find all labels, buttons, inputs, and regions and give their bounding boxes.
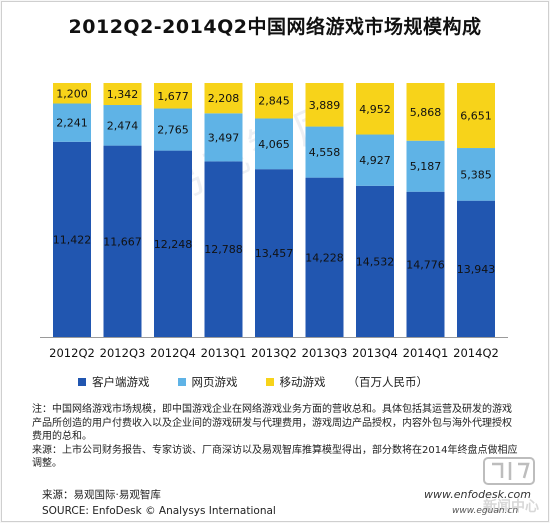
value-label-web-2012Q2: 2,241 (56, 117, 88, 130)
legend-item-client-games: 客户端游戏 (78, 374, 150, 390)
value-label-web-2013Q3: 4,558 (309, 146, 341, 159)
x-tick-label-2014Q2: 2014Q2 (453, 346, 499, 360)
bar-mobile-2014Q2 (457, 83, 495, 149)
bar-mobile-2013Q2 (255, 83, 293, 119)
value-label-client-2014Q1: 14,776 (406, 258, 445, 271)
value-label-web-2013Q1: 3,497 (208, 131, 240, 144)
source-cn: 来源：易观国际·易观智库 (42, 489, 161, 501)
chart-note: 注：中国网络游戏市场规模，即中国游戏企业在网络游戏业务方面的营收总和。具体包括其… (32, 403, 518, 471)
value-label-client-2012Q2: 11,422 (53, 233, 92, 246)
bar-mobile-2012Q3 (103, 83, 142, 106)
x-tick-label-2012Q4: 2012Q4 (150, 346, 196, 360)
legend-swatch-mobile-games (265, 378, 274, 386)
bar-client-2013Q4 (356, 185, 394, 337)
value-label-client-2013Q1: 12,788 (204, 243, 243, 256)
bar-web-2014Q1 (406, 140, 445, 192)
x-tick-label-2013Q4: 2013Q4 (352, 346, 398, 360)
bar-client-2014Q2 (457, 200, 495, 337)
note-source: 来源：上市公司财务报告、专家访谈、厂商深访以及易观智库推算模型得出，部分数将在2… (32, 444, 518, 470)
legend-swatch-client-games (78, 378, 86, 386)
value-label-mobile-2013Q4: 4,952 (359, 103, 391, 116)
value-label-web-2013Q4: 4,927 (359, 154, 391, 167)
value-label-web-2014Q2: 5,385 (460, 168, 492, 181)
bar-mobile-2012Q2 (53, 83, 91, 104)
x-tick-label-2014Q1: 2014Q1 (403, 346, 449, 360)
x-tick-label-2012Q2: 2012Q2 (49, 346, 95, 360)
bar-web-2014Q2 (457, 148, 495, 201)
value-label-client-2012Q4: 12,248 (154, 238, 193, 251)
legend-item-web-games: 网页游戏 (177, 374, 238, 390)
value-label-web-2013Q2: 4,065 (258, 138, 290, 151)
bar-client-2013Q1 (204, 161, 243, 337)
watermark-site-eguan: www.eguan.cn (452, 506, 519, 516)
bar-web-2012Q2 (53, 103, 91, 142)
x-tick-label-2012Q3: 2012Q3 (100, 346, 146, 360)
x-tick-label-2013Q1: 2013Q1 (201, 346, 247, 360)
stacked-bar-chart: 11,422 2,241 1,200 2012Q2 11,667 2,474 1,342 20… (40, 83, 508, 360)
x-tick-label-2013Q3: 2013Q3 (302, 346, 348, 360)
value-label-client-2012Q3: 11,667 (103, 235, 142, 248)
watermark-news-center: 新闻中心 (483, 499, 539, 515)
chart-title: 2012Q2-2014Q2中国网络游戏市场规模构成 (68, 16, 482, 38)
value-label-client-2013Q3: 14,228 (305, 251, 344, 264)
chart-legend: 客户端游戏 网页游戏 移动游戏 （百万人民币） (78, 374, 428, 390)
x-tick-label-2013Q2: 2013Q2 (251, 346, 297, 360)
watermark-logo (483, 457, 535, 485)
legend-item-mobile-games: 移动游戏 (265, 374, 326, 390)
bar-web-2013Q1 (204, 113, 243, 162)
value-label-mobile-2013Q3: 3,889 (309, 99, 341, 112)
bar-client-2012Q3 (103, 145, 142, 337)
value-label-client-2014Q2: 13,943 (457, 263, 496, 276)
value-label-client-2013Q4: 14,532 (356, 255, 395, 268)
value-label-mobile-2013Q2: 2,845 (258, 95, 290, 108)
bar-web-2013Q2 (255, 118, 293, 170)
watermark-site-enfodesk: www.enfodesk.com (424, 488, 531, 501)
value-label-mobile-2012Q3: 1,342 (107, 88, 139, 101)
bar-web-2012Q3 (103, 105, 142, 146)
value-label-mobile-2014Q1: 5,868 (410, 106, 442, 119)
bar-mobile-2014Q1 (406, 83, 445, 141)
legend-label-mobile-games: 移动游戏 (279, 375, 326, 389)
value-label-mobile-2013Q1: 2,208 (208, 92, 240, 105)
bar-mobile-2012Q4 (154, 83, 192, 109)
bar-mobile-2013Q4 (356, 83, 394, 135)
value-label-web-2014Q1: 5,187 (410, 160, 442, 173)
value-label-web-2012Q4: 2,765 (157, 124, 189, 137)
bar-client-2014Q1 (406, 191, 445, 337)
value-label-client-2013Q2: 13,457 (255, 247, 294, 260)
value-label-mobile-2012Q2: 1,200 (56, 87, 88, 100)
legend-unit: （百万人民币） (347, 375, 429, 389)
bar-client-2013Q2 (255, 169, 293, 337)
legend-label-web-games: 网页游戏 (191, 375, 238, 389)
legend-label-client-games: 客户端游戏 (92, 375, 150, 389)
bar-mobile-2013Q3 (305, 83, 344, 127)
bar-web-2013Q4 (356, 134, 394, 186)
bar-client-2012Q4 (154, 150, 192, 337)
bar-web-2013Q3 (305, 126, 344, 178)
source-en: SOURCE: EnfoDesk © Analysys Internationa… (42, 505, 276, 517)
value-label-mobile-2012Q4: 1,677 (157, 90, 189, 103)
note-definition: 注：中国网络游戏市场规模，即中国游戏企业在网络游戏业务方面的营收总和。具体包括其… (32, 404, 512, 442)
bar-client-2013Q3 (305, 177, 344, 337)
value-label-mobile-2014Q2: 6,651 (460, 110, 492, 123)
value-label-web-2012Q3: 2,474 (107, 119, 139, 132)
legend-swatch-web-games (177, 378, 186, 386)
bar-mobile-2013Q1 (204, 83, 243, 114)
bar-client-2012Q2 (53, 141, 91, 337)
bar-web-2012Q4 (154, 108, 192, 151)
